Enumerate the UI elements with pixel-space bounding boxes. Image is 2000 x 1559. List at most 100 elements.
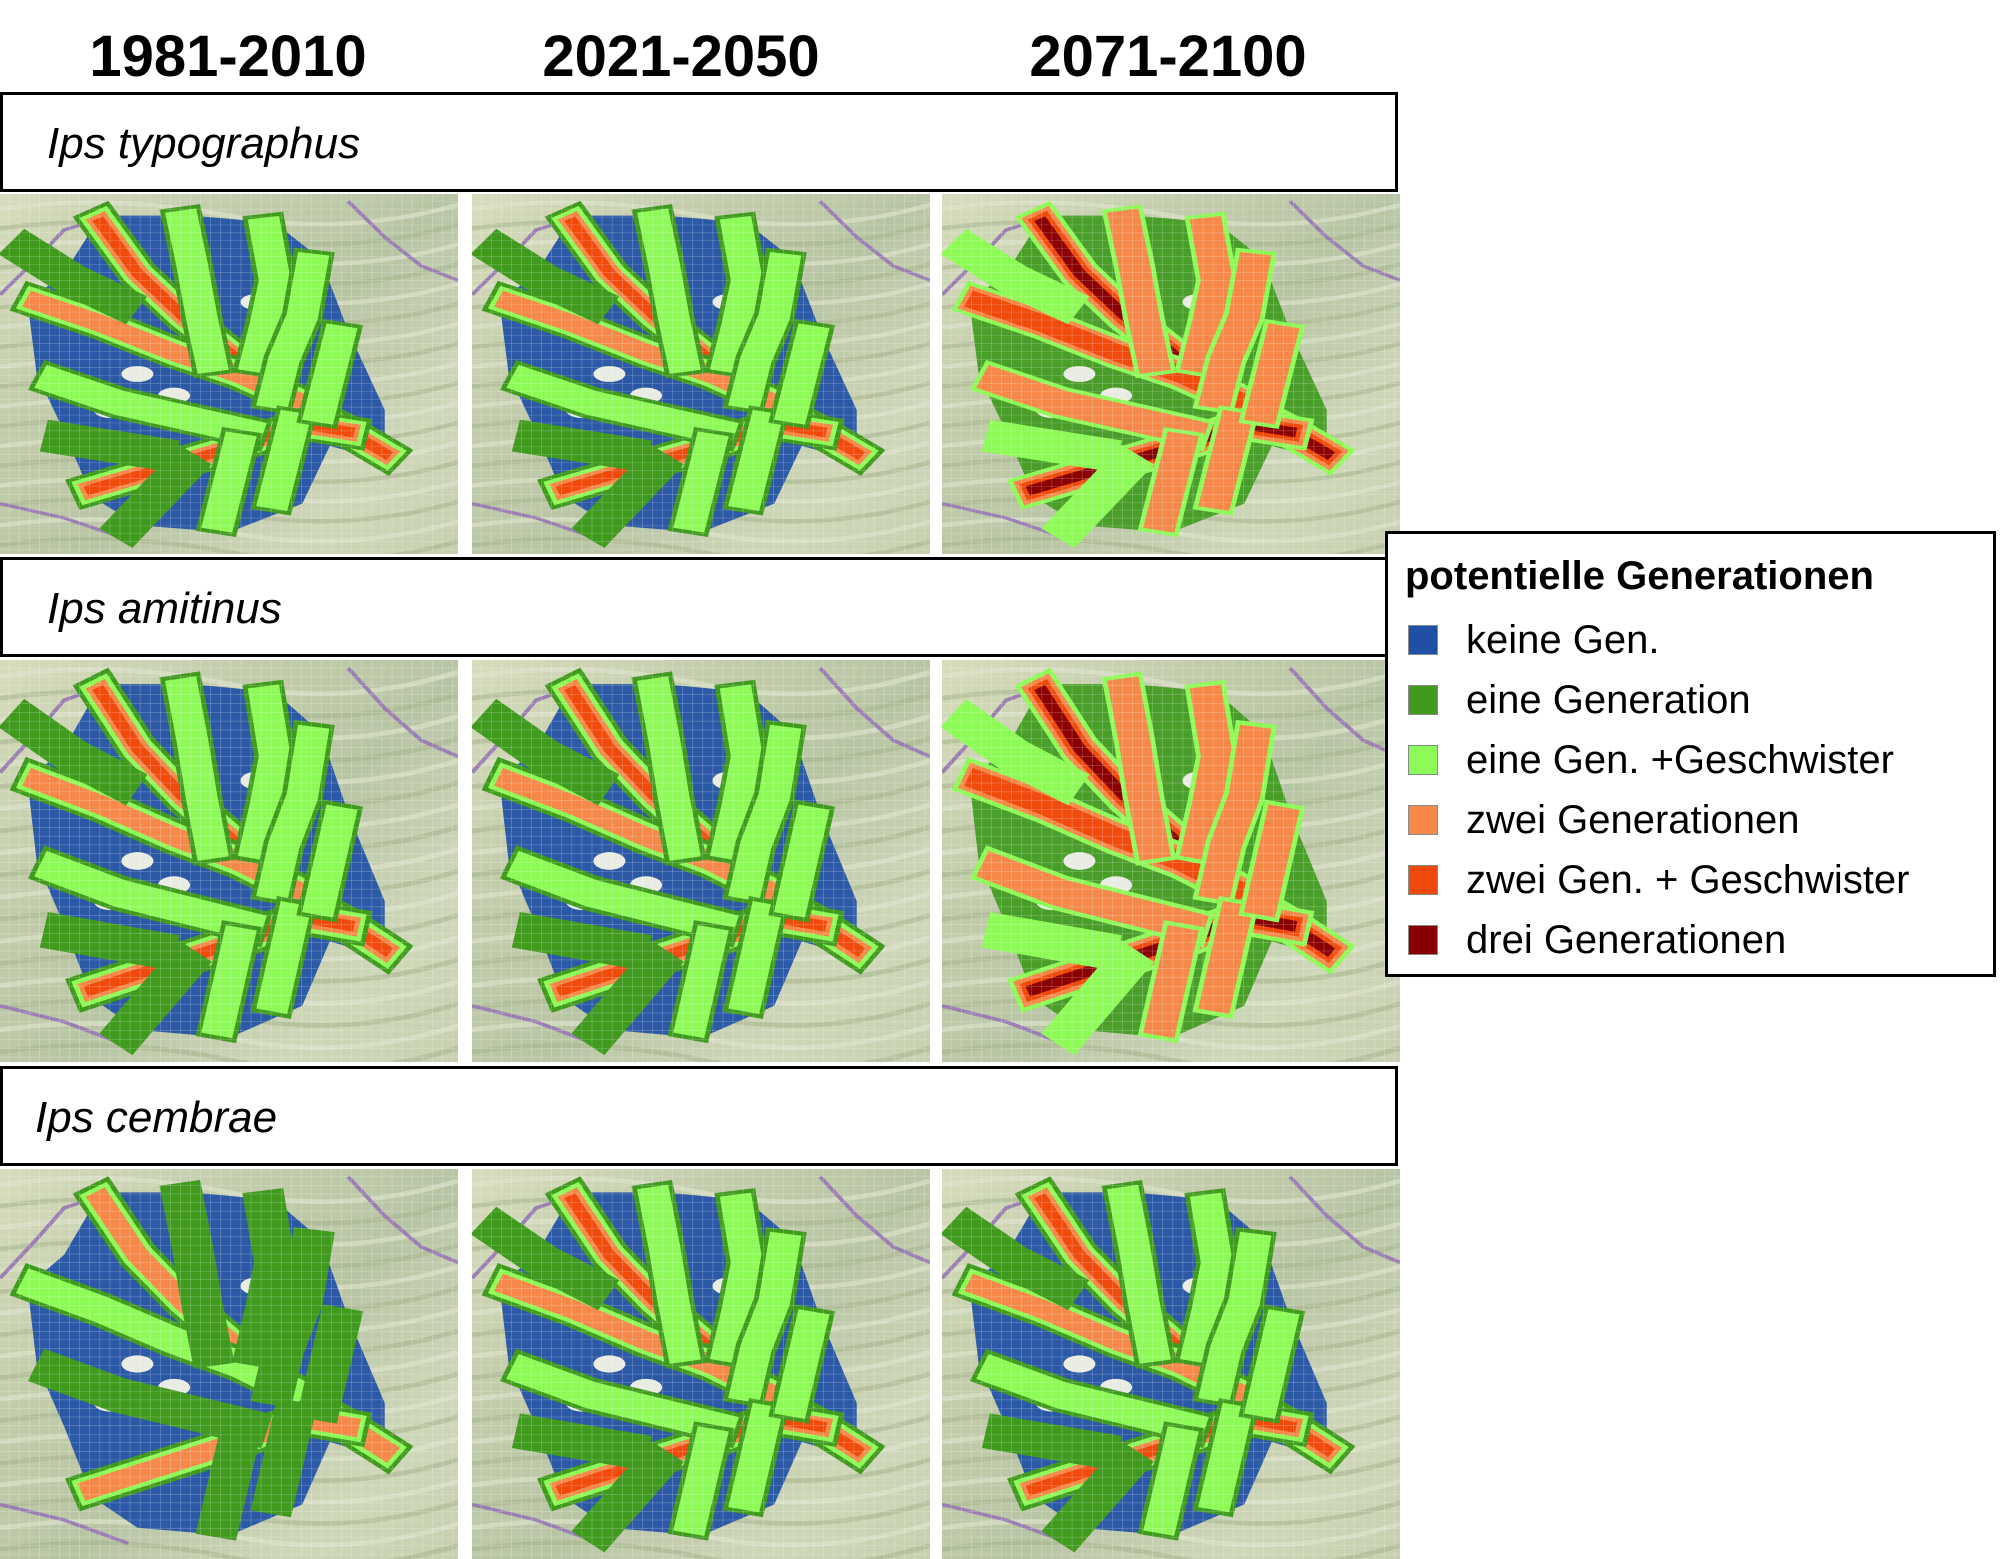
valley-band [728,409,784,512]
legend-swatch [1408,685,1438,715]
map-svg [0,660,458,1062]
valley-band [942,228,1090,325]
valley-band [1143,431,1199,533]
legend-title: potentielle Generationen [1405,554,1874,598]
terrain-ridge [942,200,1400,227]
terrain-ridge [472,200,930,227]
high-altitude-area [593,366,626,382]
high-altitude-area [121,1355,154,1373]
valley-band [165,676,229,861]
valley-band [976,1354,1209,1444]
valley-band [728,724,802,902]
map-cembrae-1981-2010 [0,1169,458,1559]
valley-band [250,1227,335,1409]
legend: potentielle Generationen keine Gen. eine… [1385,531,1996,977]
valley-band [1107,676,1171,861]
map-typographus-2021-2050 [472,194,930,554]
valley-band [637,676,701,861]
map-cembrae-2021-2050 [472,1169,930,1559]
map-svg [0,1169,458,1559]
valley-band [1041,940,1155,1056]
period-header-2021-2050: 2021-2050 [511,22,851,94]
valley-band [673,431,729,533]
species-box-ips-amitinus: Ips amitinus [0,557,1398,657]
terrain-ridge [472,1043,930,1062]
valley-band [0,228,148,325]
valley-band [506,1354,739,1444]
valley-band [1179,684,1233,862]
valley-band [34,850,267,943]
valley-band [571,444,685,548]
high-altitude-area [1063,852,1096,870]
map-typographus-1981-2010 [0,194,458,554]
valley-band [302,804,358,918]
valley-band [1198,251,1272,411]
terrain-ridge [942,667,1400,697]
species-label: Ips typographus [47,119,361,168]
valley-band [511,912,652,971]
valley-band [165,208,229,374]
valley-band [981,419,1122,473]
terrain-ridge [472,1176,930,1205]
legend-label: eine Generation [1466,678,1751,722]
terrain-ridge [942,1176,1400,1205]
terrain-ridge [472,1540,930,1559]
valley-band [1198,724,1272,902]
legend-label: keine Gen. [1466,618,1660,662]
valley-band [34,364,267,447]
legend-label: zwei Gen. + Geschwister [1466,858,1910,902]
valley-band [976,364,1209,447]
valley-band [256,409,312,512]
map-svg [942,660,1400,1062]
legend-swatch [1408,625,1438,655]
legend-label: eine Gen. +Geschwister [1466,738,1894,782]
high-altitude-area [593,852,626,870]
legend-label: drei Generationen [1466,918,1787,962]
map-amitinus-2021-2050 [472,660,930,1062]
species-box-ips-cembrae: Ips cembrae [0,1066,1398,1166]
map-typographus-2071-2100 [942,194,1400,554]
valley-band [981,912,1122,971]
valley-band [201,431,257,533]
valley-band [571,940,685,1056]
valley-band [942,698,1090,806]
legend-swatch [1408,865,1438,895]
legend-swatch [1408,925,1438,955]
high-altitude-area [593,1355,626,1373]
terrain-ridge [472,667,930,697]
valley-band [99,444,213,548]
valley-band [1179,215,1233,375]
species-label: Ips cembrae [35,1093,278,1142]
valley-band [256,900,312,1014]
valley-band [774,804,830,918]
map-svg [472,194,930,554]
valley-band [728,1231,802,1404]
valley-band [99,940,213,1056]
terrain-ridge [942,537,1400,554]
period-header-1981-2010: 1981-2010 [58,22,398,94]
valley-band [1107,208,1171,374]
valley-band [1244,804,1300,918]
valley-band [511,419,652,473]
valley-band [728,251,802,411]
valley-band [709,684,763,862]
valley-band [673,1426,729,1536]
map-amitinus-1981-2010 [0,660,458,1062]
high-altitude-area [1063,366,1096,382]
valley-band [728,1402,784,1513]
valley-band [27,1348,273,1449]
map-svg [0,194,458,554]
valley-band [981,1413,1122,1471]
legend-swatch [1408,805,1438,835]
valley-band [976,850,1209,943]
valley-band [472,1206,620,1311]
valley-band [637,1184,701,1364]
valley-band [1143,925,1199,1039]
valley-band [232,1188,296,1370]
valley-band [728,900,784,1014]
terrain-ridge [0,667,458,697]
terrain-ridge [0,1540,458,1559]
map-svg [942,1169,1400,1559]
terrain-ridge [0,1043,458,1062]
high-altitude-area [1063,1355,1096,1373]
